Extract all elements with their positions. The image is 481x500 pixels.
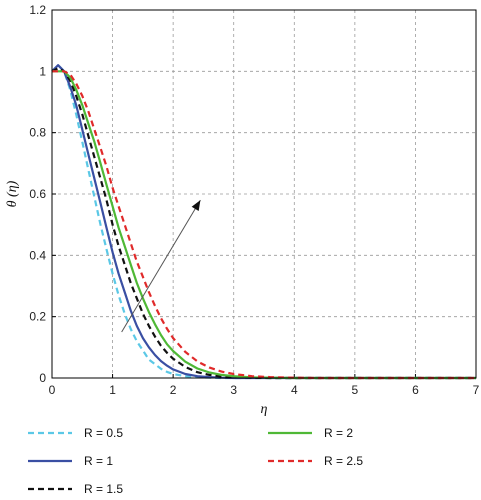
y-tick-label: 1.2 [29, 3, 46, 17]
x-tick-label: 6 [412, 383, 419, 397]
y-tick-label: 0.6 [29, 187, 46, 201]
tick-labels: 0 1 2 3 4 5 6 7 0 0.2 0.4 0.6 0.8 1 1.2 [29, 3, 479, 397]
x-tick-label: 1 [109, 383, 116, 397]
x-tick-label: 3 [230, 383, 237, 397]
plot-frame [51, 9, 477, 379]
x-tick-label: 0 [49, 383, 56, 397]
legend: R = 0.5 R = 1 R = 1.5 R = 2 R = 2.5 [28, 426, 363, 496]
series-line-1 [51, 64, 476, 380]
trend-arrow [121, 199, 201, 333]
grid-lines [52, 10, 476, 378]
y-axis-label: θ (η) [5, 180, 20, 207]
x-tick-label: 4 [291, 383, 298, 397]
x-tick-label: 7 [473, 383, 480, 397]
y-tick-label: 1 [39, 64, 46, 78]
series-line-4 [52, 70, 476, 380]
y-tick-label: 0.4 [29, 248, 46, 262]
x-tick-label: 2 [170, 383, 177, 397]
legend-label-1: R = 0.5 [84, 426, 123, 440]
y-tick-label: 0.2 [29, 310, 46, 324]
series-line-5 [52, 70, 476, 380]
legend-label-4: R = 2 [324, 426, 353, 440]
arrow-shaft [121, 199, 201, 333]
legend-label-3: R = 1.5 [84, 482, 123, 496]
legend-label-2: R = 1 [84, 454, 113, 468]
series-line-2 [51, 64, 476, 380]
arrow-head [191, 200, 201, 211]
legend-label-5: R = 2.5 [324, 454, 363, 468]
x-axis-label: η [261, 402, 268, 417]
x-tick-label: 5 [352, 383, 359, 397]
series-lines [51, 64, 476, 380]
y-tick-label: 0 [39, 371, 46, 385]
series-line-3 [51, 67, 476, 380]
y-tick-label: 0.8 [29, 126, 46, 140]
